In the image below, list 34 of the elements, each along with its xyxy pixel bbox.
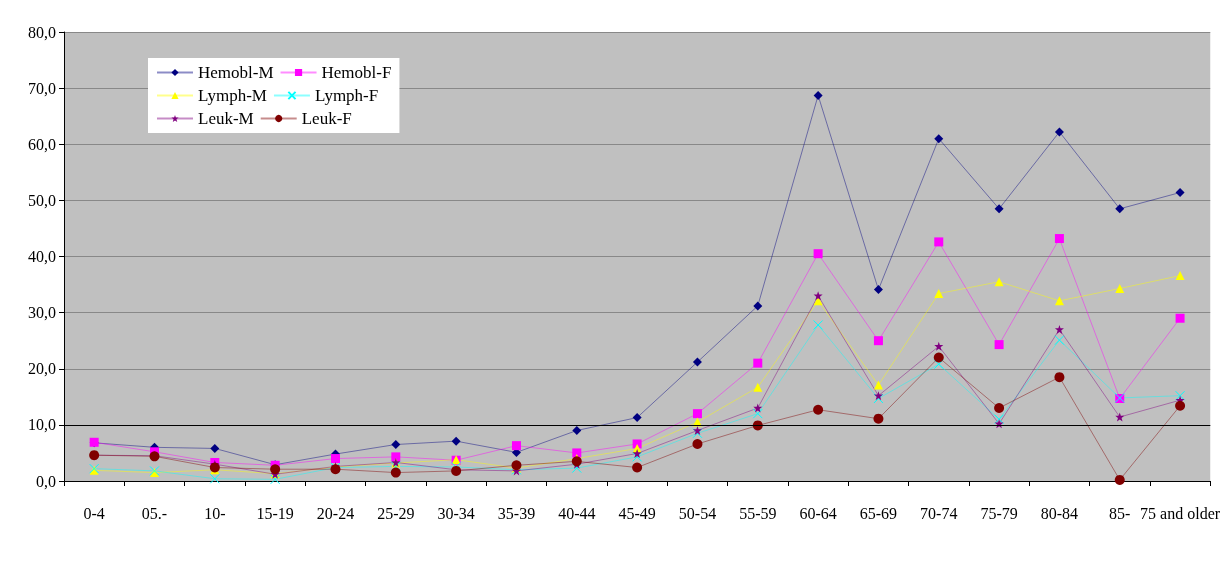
- x-tick-label: 0-4: [83, 504, 105, 522]
- y-tick-label: 50,0: [28, 191, 56, 209]
- y-tick-label: 80,0: [28, 23, 56, 41]
- y-tick-label: 40,0: [28, 248, 56, 265]
- x-tick-label: 80-84: [1040, 504, 1079, 522]
- x-tick-label: 40-44: [558, 504, 596, 522]
- y-tick-label: 10,0: [28, 416, 56, 434]
- x-tick-label: 25-29: [377, 504, 415, 522]
- legend-label: Leuk-M: [198, 109, 254, 128]
- x-tick-label: 15-19: [256, 504, 294, 522]
- x-tick-label: 60-64: [799, 504, 837, 522]
- y-tick-label: 20,0: [28, 360, 56, 378]
- x-tick-label: 45-49: [618, 504, 656, 522]
- x-tick-label: 30-34: [437, 504, 475, 522]
- x-tick-label: 75 and older: [1140, 504, 1221, 522]
- legend-label: Lymph-F: [314, 86, 379, 105]
- x-tick-label: 50-54: [678, 504, 717, 522]
- y-tick-label: 30,0: [28, 304, 56, 322]
- x-tick-label: 20-24: [316, 504, 355, 522]
- legend-label: Hemobl-M: [198, 63, 274, 82]
- x-tick-label: 55-59: [739, 504, 777, 522]
- y-tick-label: 70,0: [28, 79, 56, 97]
- x-tick-label: 75-79: [980, 504, 1018, 522]
- x-tick-label: 10-: [204, 504, 226, 522]
- x-tick-label: 35-39: [497, 504, 536, 522]
- legend-label: Lymph-M: [198, 86, 267, 105]
- y-tick-label: 0,0: [36, 472, 56, 490]
- legend-label: Leuk-F: [301, 109, 352, 128]
- x-tick-label: 85-: [1109, 504, 1131, 522]
- x-tick-label: 05.-: [141, 504, 168, 522]
- legend-label: Hemobl-F: [321, 63, 392, 82]
- x-tick-label: 70-74: [920, 504, 958, 522]
- x-tick-label: 65-69: [859, 504, 898, 522]
- y-tick-label: 60,0: [28, 135, 56, 153]
